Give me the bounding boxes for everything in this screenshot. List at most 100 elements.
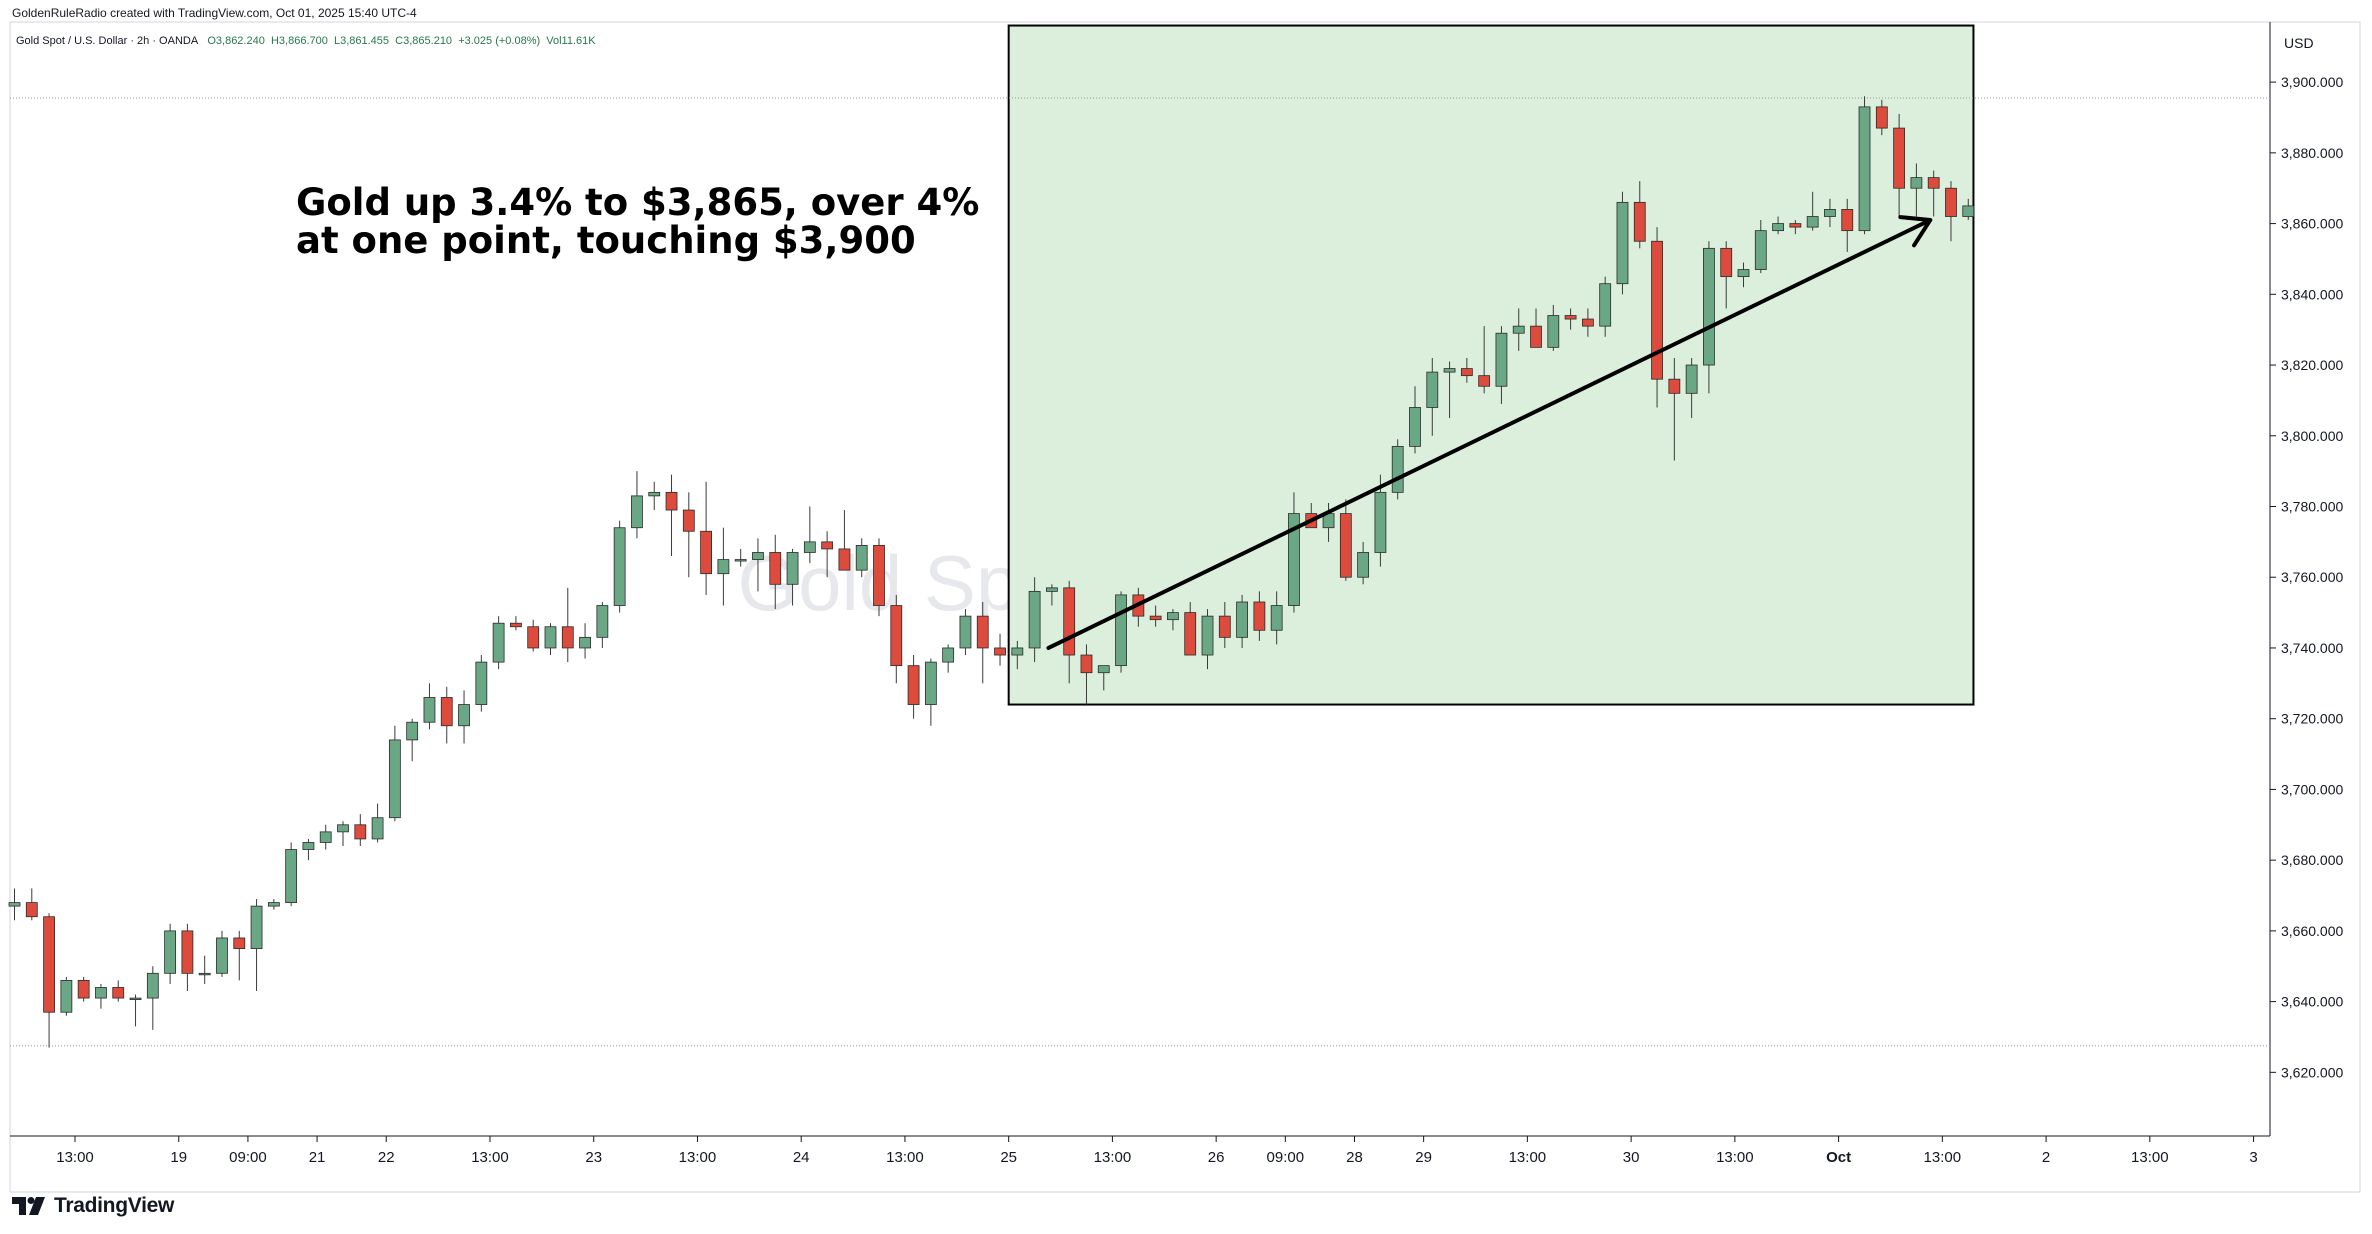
- candle: [1824, 198, 1836, 228]
- candle-body: [181, 930, 194, 974]
- x-tick-label: 3: [2249, 1149, 2257, 1166]
- y-tick-label: 3,880.000: [2281, 145, 2343, 161]
- candle-body: [665, 491, 678, 511]
- candle: [613, 520, 626, 613]
- highlight-region[interactable]: [1007, 24, 1975, 706]
- x-tick-label: 19: [170, 1149, 187, 1166]
- candle-body: [1409, 407, 1421, 447]
- candle: [1253, 591, 1266, 641]
- candle-body: [95, 987, 107, 999]
- candle: [1426, 357, 1439, 436]
- y-tick-label: 3,800.000: [2281, 428, 2343, 444]
- candle: [146, 966, 159, 1030]
- y-tick-label: 3,640.000: [2281, 994, 2343, 1010]
- chart-border: [9, 21, 2361, 1193]
- candle-body: [769, 552, 782, 585]
- candle-body: [233, 937, 246, 949]
- x-tick-label: 13:00: [1509, 1149, 1547, 1166]
- candle-body: [267, 902, 280, 907]
- candle-body: [43, 916, 55, 1013]
- candle-body: [631, 495, 643, 529]
- candle-body: [907, 665, 920, 705]
- candle-body: [60, 979, 73, 1013]
- candle-body: [873, 545, 885, 606]
- candle: [388, 725, 401, 822]
- candle: [1599, 276, 1612, 337]
- candle-body: [1668, 378, 1681, 394]
- candle-body: [1651, 240, 1663, 380]
- price-axis[interactable]: 3,620.000 3,640.000 3,660.000 3,680.000 3,70…: [2270, 74, 2343, 1080]
- candle: [1097, 665, 1110, 691]
- candle-body: [838, 548, 851, 571]
- candle-body: [1806, 216, 1819, 228]
- candle-body: [1201, 615, 1214, 656]
- candle-body: [146, 972, 159, 999]
- candle-body: [1288, 513, 1300, 606]
- candle-body: [319, 831, 332, 843]
- candle-body: [1270, 605, 1283, 631]
- symbol-name[interactable]: Gold Spot / U.S. Dollar · 2h · OANDA: [16, 35, 199, 47]
- candle: [994, 633, 1006, 666]
- candle-body: [1426, 371, 1439, 408]
- candle: [1703, 241, 1715, 394]
- y-tick-label: 3,660.000: [2281, 923, 2343, 939]
- candle: [337, 821, 349, 847]
- candle: [1512, 308, 1525, 351]
- trend-arrow-head: [1898, 215, 1933, 248]
- candle: [1616, 191, 1629, 295]
- x-tick-label: 13:00: [1094, 1149, 1132, 1166]
- candle-body: [423, 697, 436, 723]
- candle: [164, 923, 177, 984]
- candle: [406, 718, 419, 762]
- candle: [1236, 594, 1248, 648]
- trend-arrow[interactable]: [1046, 215, 1933, 650]
- tradingview-logo[interactable]: TradingView: [12, 1193, 174, 1219]
- y-tick-label: 3,740.000: [2281, 640, 2343, 656]
- candle-body: [1028, 590, 1041, 649]
- candle: [371, 803, 384, 843]
- candle-body: [354, 824, 367, 840]
- candle-body: [579, 636, 591, 649]
- time-axis[interactable]: 13:00 19 09:00 21 22 13:00 23 13:00 24 13:00 25 13:…: [56, 1136, 2258, 1166]
- candle-body: [1824, 209, 1836, 217]
- candle: [1495, 326, 1508, 404]
- candle: [198, 955, 211, 984]
- candle-body: [1789, 223, 1802, 228]
- x-tick-label: 13:00: [2131, 1149, 2169, 1166]
- headline-line-2: at one point, touching $3,900: [296, 219, 916, 262]
- candle-body: [250, 905, 263, 949]
- candle: [1754, 220, 1767, 274]
- headline-annotation[interactable]: Gold up 3.4% to $3,865, over 4% at one p…: [296, 181, 979, 262]
- candle-body: [1633, 201, 1646, 242]
- trend-arrow-shaft: [1046, 218, 1933, 650]
- candle: [1806, 191, 1819, 231]
- candle-body: [1115, 594, 1127, 667]
- candle-body: [1046, 587, 1058, 592]
- y-tick-label: 3,860.000: [2281, 216, 2343, 232]
- ohlc-low: L3,861.455: [333, 35, 390, 47]
- candle: [959, 609, 972, 656]
- candle-body: [1011, 647, 1024, 656]
- candle: [700, 481, 712, 595]
- x-tick-label: 23: [585, 1149, 602, 1166]
- candle: [942, 644, 955, 673]
- candle: [1927, 170, 1940, 217]
- candle-body: [302, 842, 315, 850]
- candle-body: [440, 697, 453, 727]
- candle-body: [976, 615, 989, 649]
- highlight-box[interactable]: [1007, 24, 1975, 706]
- candle: [1893, 113, 1906, 217]
- candle-body: [1218, 615, 1231, 638]
- candle: [8, 888, 21, 921]
- candle: [1685, 357, 1698, 419]
- candle-body: [648, 491, 661, 497]
- candle-body: [596, 605, 609, 638]
- candle-body: [112, 987, 125, 999]
- y-tick-label: 3,680.000: [2281, 852, 2343, 868]
- candle-body: [821, 541, 834, 550]
- candle: [1651, 227, 1663, 408]
- candle: [1374, 474, 1387, 567]
- candle-body: [1772, 223, 1784, 232]
- candle-body: [1063, 587, 1076, 656]
